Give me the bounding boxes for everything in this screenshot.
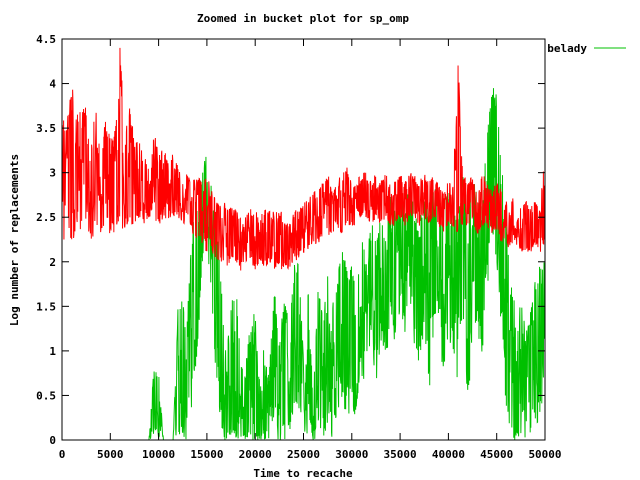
x-tick-label: 10000 [142,448,175,461]
y-tick-label: 4.5 [36,33,56,46]
y-axis-label: Log number of replacements [8,154,21,326]
x-tick-label: 30000 [335,448,368,461]
x-tick-label: 15000 [190,448,223,461]
legend-label-belady: belady [547,42,587,55]
y-tick-label: 3 [49,167,56,180]
x-tick-label: 35000 [384,448,417,461]
x-tick-label: 40000 [432,448,465,461]
legend: belady [547,42,626,55]
series-line-1 [61,47,546,271]
y-tick-label: 2.5 [36,211,56,224]
x-tick-label: 45000 [480,448,513,461]
y-tick-label: 1 [49,345,56,358]
chart-title: Zoomed in bucket plot for sp_omp [197,12,409,25]
axis-ticks: 0 5000 10000 15000 20000 25000 30000 35000 40000… [36,33,561,461]
y-tick-label: 0.5 [36,389,56,402]
y-tick-label: 4 [49,78,56,91]
x-axis-label: Time to recache [253,467,353,480]
y-tick-label: 2 [49,256,56,269]
x-tick-label: 5000 [97,448,124,461]
y-tick-label: 1.5 [36,300,56,313]
y-tick-label: 0 [49,434,56,447]
x-tick-label: 20000 [239,448,272,461]
x-tick-label: 25000 [287,448,320,461]
x-tick-label: 0 [59,448,66,461]
series-1 [61,47,546,271]
x-tick-label: 50000 [528,448,561,461]
y-tick-label: 3.5 [36,122,56,135]
